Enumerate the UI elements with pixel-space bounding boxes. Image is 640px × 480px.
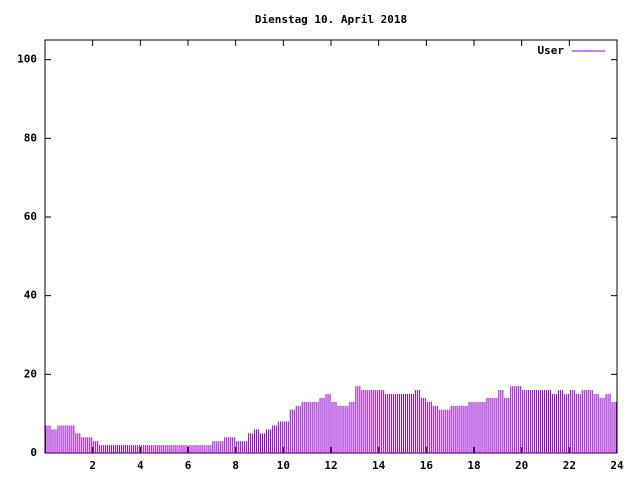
x-tick-label: 6 (185, 459, 192, 472)
chart-title: Dienstag 10. April 2018 (255, 13, 407, 26)
y-tick-label: 60 (24, 210, 37, 223)
x-tick-label: 8 (232, 459, 239, 472)
x-tick-label: 18 (467, 459, 480, 472)
x-tick-label: 10 (277, 459, 290, 472)
y-tick-label: 0 (30, 446, 37, 459)
y-tick-label: 40 (24, 289, 37, 302)
x-tick-label: 16 (420, 459, 434, 472)
legend-label: User (538, 44, 565, 57)
x-tick-label: 14 (372, 459, 386, 472)
x-tick-label: 2 (89, 459, 96, 472)
x-tick-label: 22 (563, 459, 576, 472)
y-tick-label: 20 (24, 367, 37, 380)
x-tick-label: 24 (610, 459, 624, 472)
x-tick-label: 4 (137, 459, 144, 472)
x-tick-label: 20 (515, 459, 528, 472)
x-tick-label: 12 (324, 459, 337, 472)
y-tick-label: 100 (17, 53, 37, 66)
plot-frame (44, 39, 618, 454)
y-tick-label: 80 (24, 131, 37, 144)
